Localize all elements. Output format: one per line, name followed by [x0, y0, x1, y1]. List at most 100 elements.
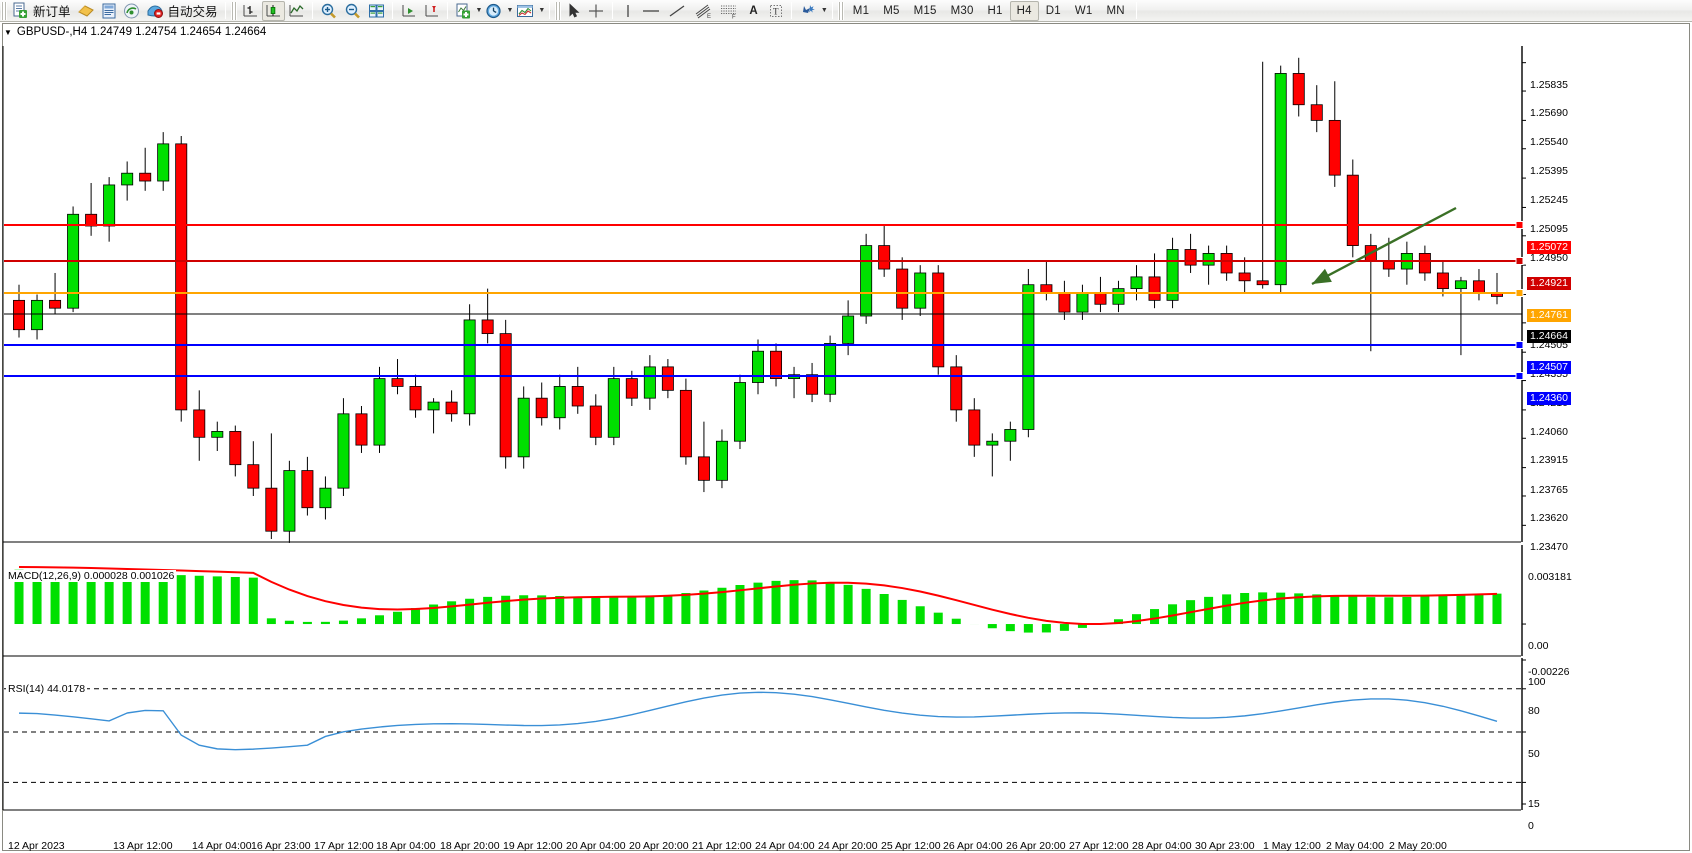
time-axis-label: 28 Apr 04:00: [1132, 840, 1192, 852]
price-tick-label: 1.25540: [1530, 136, 1568, 149]
objects-chevron-down-icon[interactable]: ▼: [820, 7, 828, 14]
rsi-indicator-label: RSI(14) 44.0178: [6, 683, 88, 695]
rsi-axis-label: 50: [1528, 748, 1540, 760]
toolbar-separator-5: [549, 2, 551, 19]
chart-canvas[interactable]: [0, 22, 1692, 853]
toolbar-separator-2: [311, 2, 313, 19]
time-axis-label: 1 May 12:00: [1263, 840, 1321, 852]
timeframe-mn[interactable]: MN: [1106, 4, 1125, 17]
time-axis-label: 18 Apr 20:00: [440, 840, 500, 852]
autotrade-label[interactable]: 自动交易: [167, 5, 218, 19]
timeframe-m30[interactable]: M30: [950, 4, 974, 17]
timeframe-m1[interactable]: M1: [852, 4, 870, 17]
time-axis-label: 24 Apr 04:00: [755, 840, 815, 852]
time-axis-label: 20 Apr 20:00: [629, 840, 689, 852]
toolbar-grip-3[interactable]: [555, 1, 562, 20]
price-tick-label: 1.25395: [1530, 164, 1568, 177]
timeframe-m5[interactable]: M5: [883, 4, 900, 17]
toolbar-grip-4[interactable]: [837, 1, 844, 20]
price-tick-label: 1.25095: [1530, 223, 1568, 236]
chart-window[interactable]: ▼ GBPUSD-,H4 1.24749 1.24754 1.24654 1.2…: [0, 22, 1692, 853]
label-icon[interactable]: T: [765, 1, 787, 21]
time-axis-label: 13 Apr 12:00: [113, 840, 173, 852]
data-window-icon[interactable]: [98, 1, 120, 21]
time-axis-label: 24 Apr 20:00: [818, 840, 878, 852]
toolbar-separator-4: [446, 2, 448, 19]
time-axis-label: 14 Apr 04:00: [192, 840, 252, 852]
candlestick-chart-icon[interactable]: [261, 0, 285, 21]
objects-icon[interactable]: [796, 1, 820, 21]
new-order-label[interactable]: 新订单: [33, 5, 71, 19]
time-axis-label: 20 Apr 04:00: [566, 840, 626, 852]
toolbar-separator-9: [1135, 2, 1137, 19]
toolbar-separator-3: [391, 2, 393, 19]
vertical-line-icon[interactable]: [617, 1, 638, 21]
chart-menu-chevron-icon[interactable]: ▼: [4, 27, 12, 37]
time-axis-label: 25 Apr 12:00: [881, 840, 941, 852]
rsi-axis-label: 80: [1528, 704, 1540, 717]
timeframe-group[interactable]: M1 M5 M15 M30 H1 H4 D1 W1 MN: [846, 0, 1141, 21]
period-chevron-down-icon[interactable]: ▼: [506, 7, 514, 14]
crosshair-icon[interactable]: [584, 1, 608, 21]
toolbar-grip-2[interactable]: [230, 1, 237, 20]
svg-text:F: F: [732, 14, 736, 20]
price-level-tag-support-1[interactable]: 1.24507: [1527, 360, 1571, 374]
price-tick-label: 1.24950: [1530, 251, 1568, 264]
time-axis-label: 26 Apr 20:00: [1006, 840, 1066, 852]
horizontal-line-icon[interactable]: [638, 1, 664, 21]
price-tick-label: 1.25835: [1530, 78, 1568, 91]
main-toolbar[interactable]: 新订单 自动交易: [0, 0, 1692, 22]
bar-chart-icon[interactable]: [239, 1, 262, 21]
time-axis-label: 12 Apr 2023: [8, 840, 65, 852]
toolbar-grip[interactable]: [1, 1, 7, 20]
expert-advisor-icon[interactable]: [74, 1, 98, 21]
timeframe-h4[interactable]: H4: [1009, 0, 1039, 21]
rsi-axis-label: 0: [1528, 820, 1534, 832]
macd-axis-label: 0.003181: [1528, 571, 1572, 583]
time-axis-label: 18 Apr 04:00: [376, 840, 436, 852]
tile-windows-icon[interactable]: [365, 1, 388, 21]
macd-indicator-label: MACD(12,26,9) 0.000028 0.001026: [6, 570, 177, 582]
signals-icon[interactable]: [120, 1, 143, 21]
price-tick-label: 1.25245: [1530, 194, 1568, 207]
text-icon[interactable]: A: [749, 4, 758, 17]
toolbar-separator-8: [831, 2, 833, 19]
price-level-tag-support-2[interactable]: 1.24360: [1527, 391, 1571, 405]
zoom-out-icon[interactable]: [341, 1, 365, 21]
timeframe-w1[interactable]: W1: [1074, 4, 1093, 17]
indicators-icon[interactable]: [452, 1, 475, 21]
indicators-chevron-down-icon[interactable]: ▼: [475, 7, 483, 14]
period-icon[interactable]: [482, 1, 505, 21]
price-level-tag-last-price[interactable]: 1.24664: [1527, 329, 1571, 343]
macd-axis-label: 0.00: [1528, 640, 1549, 653]
timeframe-m15[interactable]: M15: [913, 4, 937, 17]
time-axis-label: 16 Apr 23:00: [251, 840, 311, 852]
price-level-tag-pivot-line[interactable]: 1.24761: [1527, 308, 1571, 322]
time-axis-label: 30 Apr 23:00: [1195, 840, 1255, 852]
price-tick-label: 1.23765: [1530, 483, 1568, 496]
autotrade-icon[interactable]: [143, 1, 167, 21]
cursor-icon[interactable]: [563, 1, 584, 21]
price-level-tag-resistance-1[interactable]: 1.25072: [1527, 240, 1571, 254]
rsi-axis-label: 100: [1528, 676, 1546, 688]
time-axis-label: 21 Apr 12:00: [692, 840, 752, 852]
price-tick-label: 1.24060: [1530, 425, 1568, 438]
templates-chevron-down-icon[interactable]: ▼: [538, 7, 546, 14]
line-chart-icon[interactable]: [285, 1, 308, 21]
chart-border: [2, 23, 1690, 851]
fibonacci-icon[interactable]: F: [716, 1, 742, 21]
equidistant-channel-icon[interactable]: E: [690, 1, 716, 21]
zoom-in-icon[interactable]: [317, 1, 341, 21]
templates-icon[interactable]: [513, 1, 537, 21]
chart-shift-icon[interactable]: [420, 1, 443, 21]
timeframe-d1[interactable]: D1: [1045, 4, 1061, 17]
new-order-icon[interactable]: [9, 1, 32, 21]
trendline-icon[interactable]: [664, 1, 690, 21]
time-axis-label: 19 Apr 12:00: [503, 840, 563, 852]
macd-axis-label: -0.00226: [1528, 666, 1570, 678]
time-axis-label: 2 May 04:00: [1326, 840, 1384, 852]
timeframe-h1[interactable]: H1: [987, 4, 1003, 17]
price-level-tag-resistance-2[interactable]: 1.24921: [1527, 276, 1571, 290]
auto-scroll-icon[interactable]: [397, 1, 420, 21]
chart-symbol-label: GBPUSD-,H4 1.24749 1.24754 1.24654 1.246…: [16, 26, 267, 38]
